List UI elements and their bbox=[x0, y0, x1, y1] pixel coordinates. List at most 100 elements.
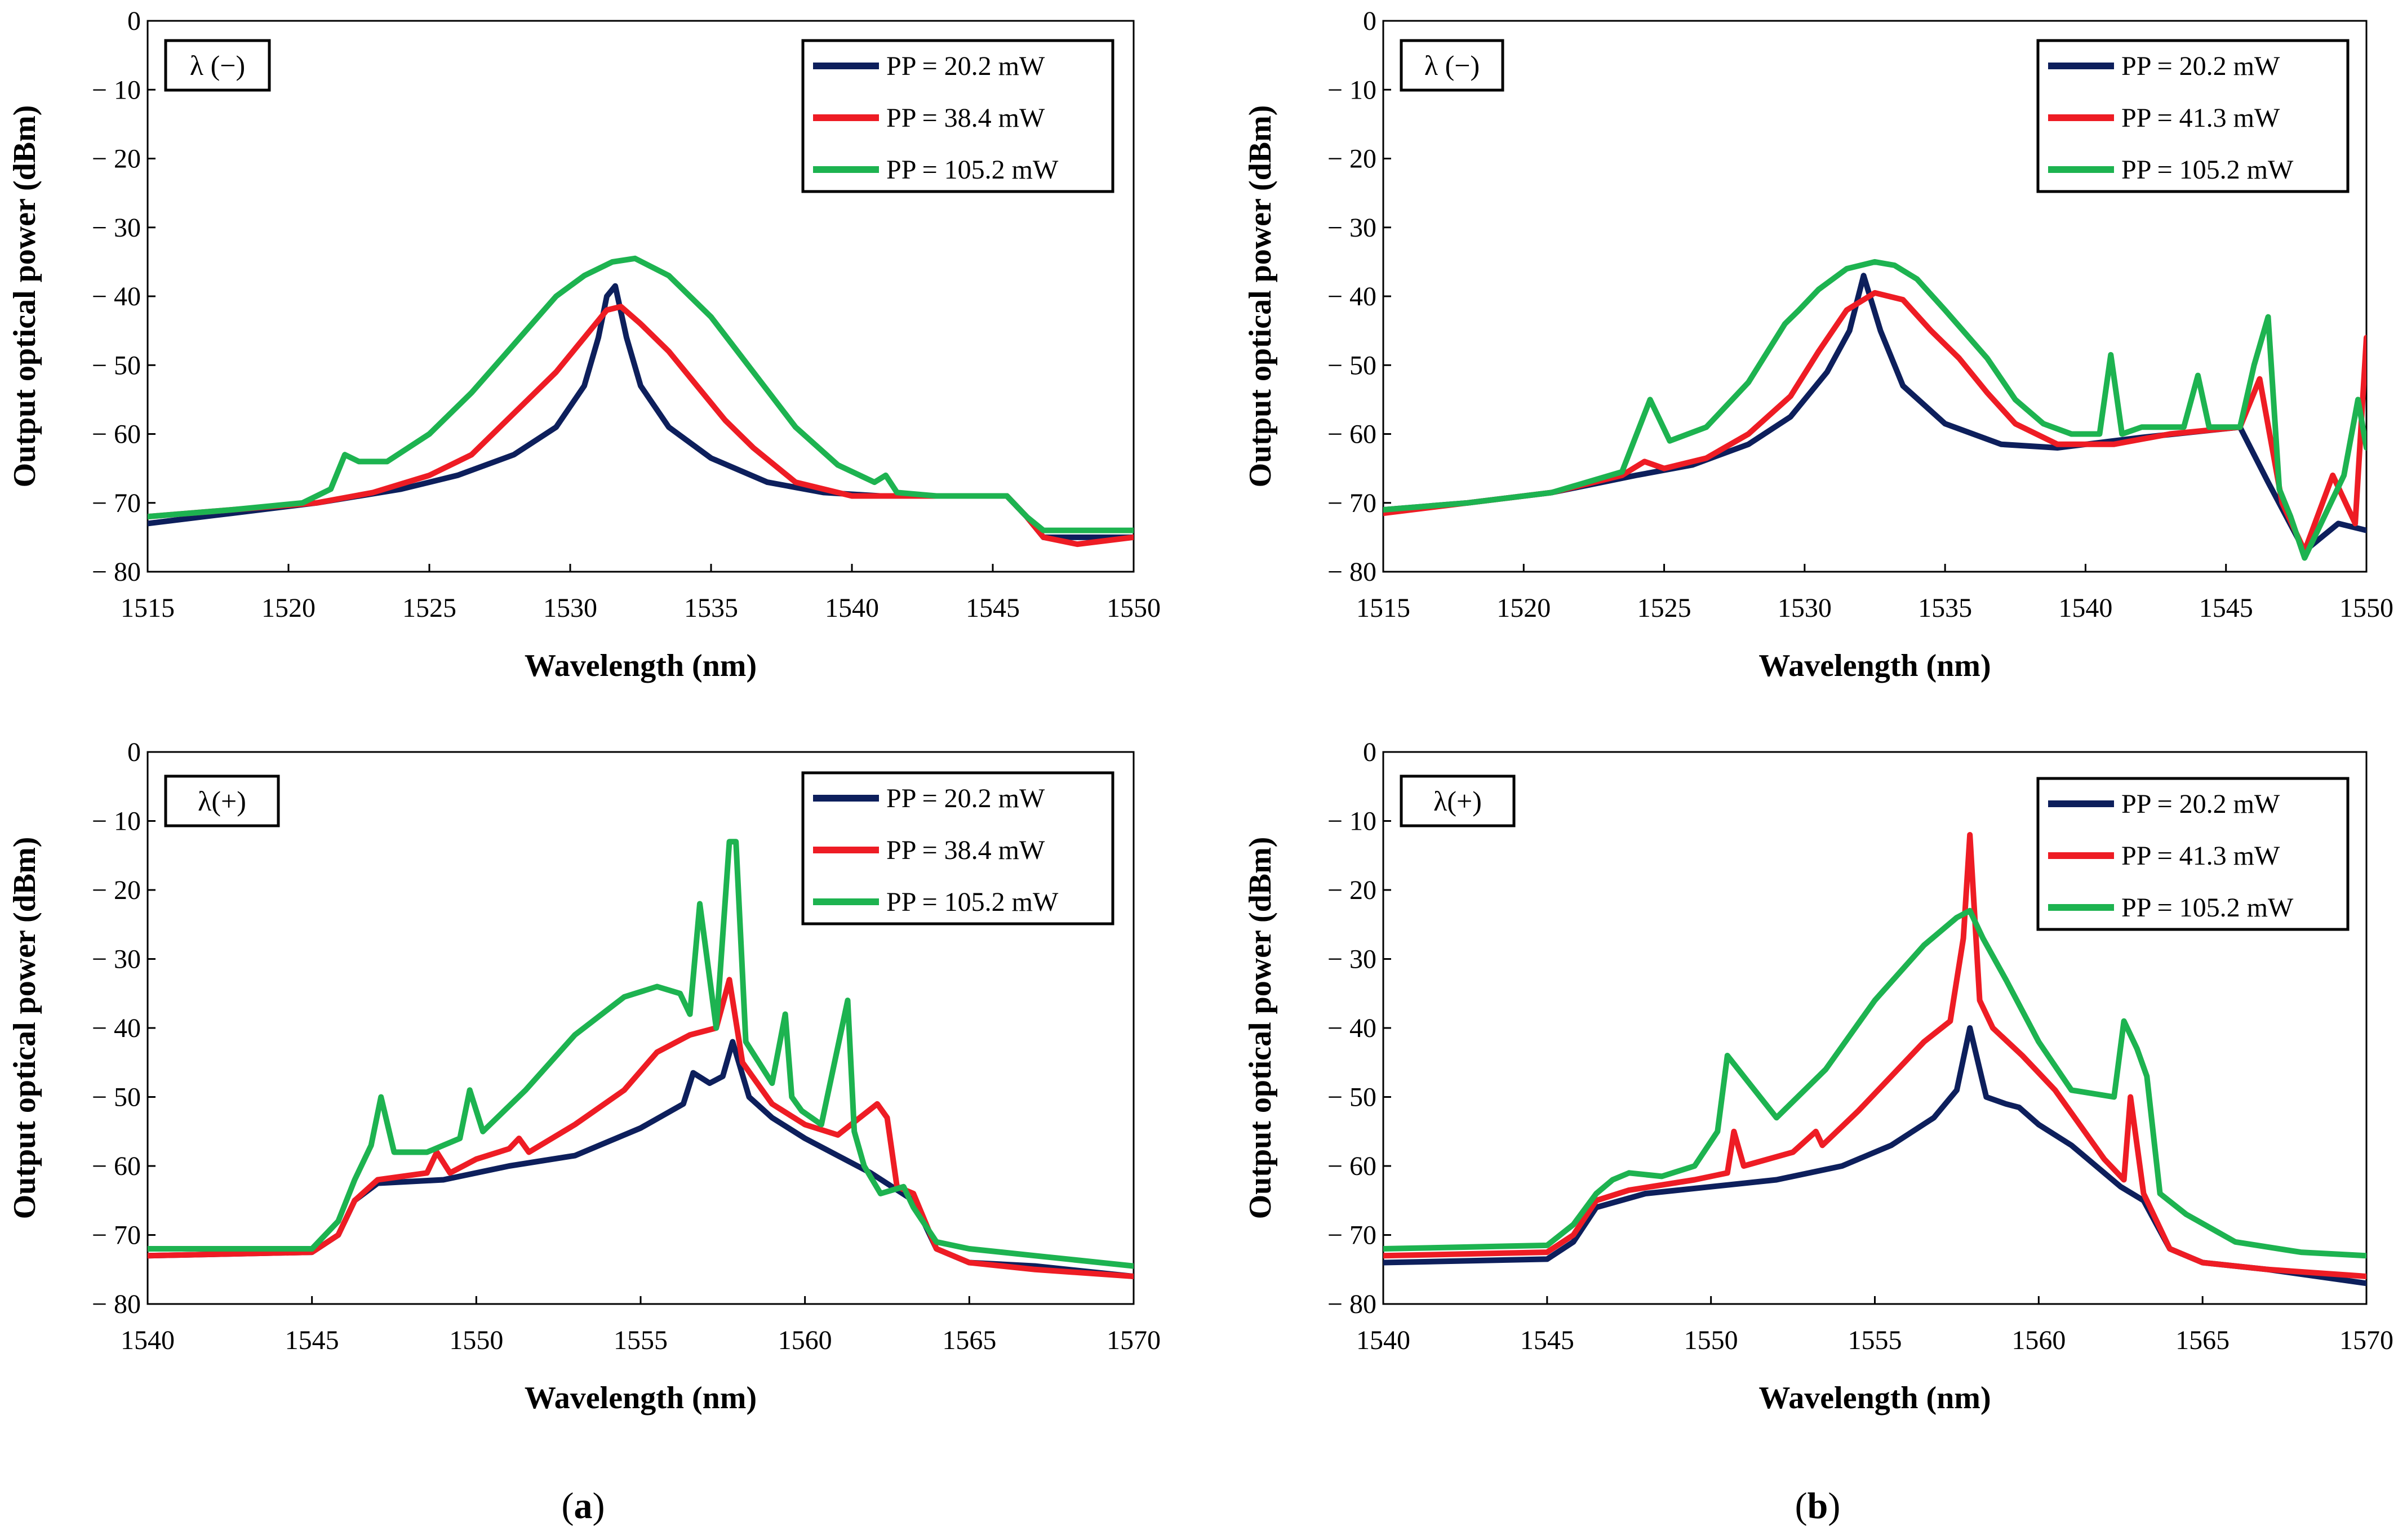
y-tick-label: − 80 bbox=[92, 557, 141, 587]
y-tick-label: − 70 bbox=[1327, 1221, 1376, 1250]
x-tick-label: 1515 bbox=[1356, 593, 1410, 623]
y-tick-label: − 30 bbox=[1327, 945, 1376, 974]
y-tick-label: 0 bbox=[127, 6, 141, 36]
x-tick-label: 1540 bbox=[1356, 1325, 1410, 1355]
x-axis-label: Wavelength (nm) bbox=[1758, 648, 1991, 683]
y-tick-label: − 10 bbox=[1327, 807, 1376, 836]
y-axis-label: Output optical power (dBm) bbox=[7, 837, 42, 1219]
legend-entry-1: PP = 20.2 mW bbox=[886, 784, 1045, 813]
y-tick-label: − 60 bbox=[92, 420, 141, 449]
legend: PP = 20.2 mW PP = 38.4 mW PP = 105.2 mW bbox=[801, 771, 1114, 925]
panel-label-a: (a) bbox=[562, 1485, 605, 1526]
y-tick-label: − 10 bbox=[92, 75, 141, 105]
legend-entry-3: PP = 105.2 mW bbox=[2121, 893, 2294, 923]
y-tick-label: 0 bbox=[1363, 737, 1376, 767]
legend-entry-1: PP = 20.2 mW bbox=[2121, 51, 2280, 81]
series-line-2 bbox=[148, 304, 1134, 548]
y-tick-label: 0 bbox=[1363, 6, 1376, 36]
x-tick-label: 1530 bbox=[1778, 593, 1832, 623]
x-tick-label: 1525 bbox=[1637, 593, 1691, 623]
y-tick-label: − 70 bbox=[92, 488, 141, 518]
x-tick-label: 1545 bbox=[1520, 1325, 1574, 1355]
panel-tag-box bbox=[1400, 775, 1516, 827]
series-line-1 bbox=[1383, 273, 2366, 554]
y-tick-label: − 30 bbox=[1327, 213, 1376, 243]
x-tick-label: 1515 bbox=[121, 593, 175, 623]
panel-tag: λ(+) bbox=[198, 785, 246, 817]
panel-tag-box bbox=[164, 39, 271, 92]
y-tick-label: − 50 bbox=[1327, 1083, 1376, 1112]
x-tick-label: 1565 bbox=[2175, 1325, 2230, 1355]
legend-entry-3: PP = 105.2 mW bbox=[886, 155, 1059, 185]
legend: PP = 20.2 mW PP = 38.4 mW PP = 105.2 mW bbox=[801, 39, 1114, 193]
x-tick-label: 1540 bbox=[121, 1325, 175, 1355]
panel-tag-box bbox=[1400, 39, 1504, 92]
x-tick-label: 1520 bbox=[261, 593, 316, 623]
legend-entry-2: PP = 38.4 mW bbox=[886, 103, 1045, 133]
x-tick-label: 1550 bbox=[1107, 593, 1161, 623]
x-tick-label: 1545 bbox=[285, 1325, 339, 1355]
x-tick-label: 1540 bbox=[2058, 593, 2112, 623]
y-axis-label: Output optical power (dBm) bbox=[1243, 837, 1278, 1219]
legend-entry-3: PP = 105.2 mW bbox=[2121, 155, 2294, 185]
x-tick-label: 1540 bbox=[825, 593, 879, 623]
x-tick-label: 1550 bbox=[2339, 593, 2393, 623]
y-tick-label: − 50 bbox=[92, 350, 141, 380]
y-axis-label: Output optical power (dBm) bbox=[1243, 105, 1278, 488]
y-tick-label: − 80 bbox=[1327, 557, 1376, 587]
y-tick-label: − 50 bbox=[92, 1083, 141, 1112]
series-line-2 bbox=[1383, 832, 2366, 1279]
y-tick-label: − 60 bbox=[92, 1151, 141, 1181]
panel-label-b: (b) bbox=[1795, 1485, 1841, 1526]
x-axis-label: Wavelength (nm) bbox=[525, 1381, 757, 1416]
x-axis-label: Wavelength (nm) bbox=[1758, 1381, 1991, 1416]
x-tick-label: 1570 bbox=[1107, 1325, 1161, 1355]
x-tick-label: 1535 bbox=[684, 593, 738, 623]
y-tick-label: − 10 bbox=[1327, 75, 1376, 105]
y-tick-label: − 40 bbox=[92, 1013, 141, 1043]
x-tick-label: 1555 bbox=[614, 1325, 668, 1355]
legend-entry-2: PP = 38.4 mW bbox=[886, 835, 1045, 865]
x-tick-label: 1535 bbox=[1918, 593, 1972, 623]
series-line-1 bbox=[148, 1039, 1134, 1279]
y-tick-label: − 30 bbox=[92, 213, 141, 243]
legend-entry-2: PP = 41.3 mW bbox=[2121, 103, 2280, 133]
x-tick-label: 1525 bbox=[402, 593, 456, 623]
panel-tag: λ (−) bbox=[190, 50, 245, 81]
x-tick-label: 1545 bbox=[2199, 593, 2253, 623]
legend-entry-2: PP = 41.3 mW bbox=[2121, 841, 2280, 871]
y-tick-label: − 70 bbox=[92, 1221, 141, 1250]
y-axis-label: Output optical power (dBm) bbox=[7, 105, 42, 488]
y-tick-label: − 80 bbox=[92, 1289, 141, 1319]
panel-tag: λ (−) bbox=[1424, 50, 1480, 81]
legend: PP = 20.2 mW PP = 41.3 mW PP = 105.2 mW bbox=[2036, 777, 2350, 931]
x-tick-label: 1550 bbox=[449, 1325, 503, 1355]
chart-a-minus: 0 − 10 − 20 − 30 − 40 − 50 − 60 − 70 − 80 1515 152… bbox=[7, 6, 1161, 683]
series-line-2 bbox=[1383, 290, 2366, 554]
series-line-3 bbox=[1383, 259, 2366, 561]
y-tick-label: − 20 bbox=[1327, 875, 1376, 905]
x-tick-label: 1565 bbox=[942, 1325, 996, 1355]
y-tick-label: − 10 bbox=[92, 807, 141, 836]
y-tick-label: − 80 bbox=[1327, 1289, 1376, 1319]
panel-tag: λ(+) bbox=[1433, 785, 1482, 817]
series-line-3 bbox=[148, 255, 1134, 533]
y-tick-label: − 40 bbox=[1327, 1013, 1376, 1043]
x-tick-label: 1570 bbox=[2339, 1325, 2393, 1355]
y-tick-label: − 60 bbox=[1327, 1151, 1376, 1181]
chart-a-plus: 0 − 10 − 20 − 30 − 40 − 50 − 60 − 70 − 80 1540 154… bbox=[7, 737, 1161, 1416]
panel-tag-box bbox=[164, 775, 280, 827]
y-tick-label: − 40 bbox=[92, 282, 141, 311]
y-tick-label: − 40 bbox=[1327, 282, 1376, 311]
x-tick-label: 1555 bbox=[1848, 1325, 1902, 1355]
y-tick-label: − 50 bbox=[1327, 350, 1376, 380]
legend: PP = 20.2 mW PP = 41.3 mW PP = 105.2 mW bbox=[2036, 39, 2350, 193]
y-tick-label: − 20 bbox=[92, 875, 141, 905]
series-line-3 bbox=[148, 839, 1134, 1269]
x-tick-label: 1530 bbox=[543, 593, 597, 623]
x-tick-label: 1560 bbox=[778, 1325, 832, 1355]
y-tick-label: − 20 bbox=[1327, 144, 1376, 174]
legend-entry-1: PP = 20.2 mW bbox=[2121, 789, 2280, 819]
y-tick-label: − 20 bbox=[92, 144, 141, 174]
